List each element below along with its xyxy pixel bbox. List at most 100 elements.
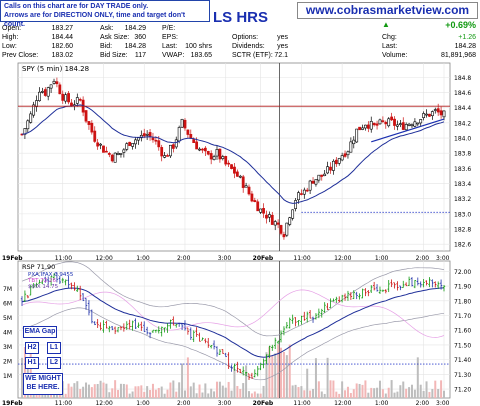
volume-bar: [268, 346, 271, 398]
price-candle-body: [186, 129, 190, 135]
trendline: [371, 118, 445, 143]
volume-bar: [201, 392, 204, 398]
volume-bar: [373, 388, 376, 398]
price-xtick-label: 12:00: [95, 255, 112, 262]
price-candle-body: [215, 149, 219, 157]
volume-bar: [410, 384, 413, 398]
volume-tick-label: 5M: [3, 315, 12, 322]
volume-bar: [178, 382, 181, 398]
price-candle-body: [195, 141, 199, 150]
volume-bar: [381, 389, 384, 398]
price-candle-body: [169, 144, 172, 157]
price-candle-body: [43, 89, 47, 96]
volume-bar: [85, 382, 88, 398]
volume-bar: [108, 392, 111, 398]
volume-bar: [248, 391, 251, 398]
price-ytick-label: 183.2: [454, 196, 471, 203]
price-candle-body: [29, 113, 33, 123]
volume-bar: [384, 393, 387, 398]
notice-line-1: Calls on this chart are for DAY TRADE on…: [4, 3, 149, 10]
price-yticks: 182.6 182.8 183.0 183.2 183.4 183.6 183.8 184.0…: [454, 75, 471, 249]
price-candle-body: [425, 113, 428, 116]
price-candle-body: [102, 145, 105, 153]
price-candle-body: [233, 166, 236, 174]
price-candle-body: [247, 186, 251, 195]
volume-tick-label: 3M: [3, 344, 12, 351]
prev-close-label: Prev Close:: [2, 52, 39, 59]
volume-bar: [21, 357, 23, 398]
price-candle-body: [93, 130, 97, 142]
price-candle-body: [308, 180, 312, 191]
volume-bar: [271, 356, 274, 398]
volume-bar: [390, 380, 393, 398]
website-label: www.cobrasmarketview.com: [297, 2, 478, 19]
price-candle-body: [203, 147, 207, 152]
lower-ema-line: [21, 287, 445, 358]
price-candle-body: [384, 121, 388, 125]
volume-bar: [416, 357, 419, 398]
volume-bar: [422, 390, 425, 398]
lower-xtick-label: 1:00: [136, 400, 150, 406]
volume-bar: [285, 355, 288, 398]
price-candle-body: [35, 100, 38, 107]
price-candle-body: [270, 214, 274, 225]
lower-ytick-label: 71.20: [454, 387, 471, 394]
volume-bar: [70, 386, 73, 398]
lower-ytick-label: 71.40: [454, 357, 471, 364]
we-might-be-here-label: WE MIGHT BE HERE.: [23, 373, 63, 395]
price-candle-body: [329, 166, 332, 171]
price-ytick-label: 184.6: [454, 90, 471, 97]
legend-item-2: TBT 72.26: [27, 278, 56, 284]
price-candle-body: [442, 110, 446, 118]
price-candle-body: [343, 153, 347, 157]
price-candle-body: [212, 156, 216, 160]
volume-bar: [146, 386, 149, 398]
volume-bar: [338, 393, 341, 398]
open-label: Open:: [2, 25, 22, 32]
price-candle-body: [230, 164, 233, 169]
price-candle-body: [396, 124, 399, 127]
volume-bar: [320, 391, 323, 398]
volume-bar: [183, 390, 186, 398]
up-arrow-icon: ▲: [382, 20, 390, 29]
volume-tick-label: 2M: [3, 359, 12, 366]
price-candle-body: [145, 133, 149, 136]
lower-band-upper: [21, 261, 445, 337]
volume-bar: [312, 388, 315, 398]
volume-bar: [117, 389, 120, 398]
l2-label: L2: [47, 357, 61, 369]
price-xtick-label: 3:00: [218, 255, 232, 262]
price-candle-body: [250, 193, 254, 202]
price-candle-body: [244, 185, 248, 188]
volume-bar: [195, 393, 198, 398]
volume-label: Volume:: [382, 52, 408, 59]
volume-bar: [341, 381, 344, 398]
lower-xtick-label: 11:00: [293, 400, 310, 406]
volume-bar: [96, 384, 99, 398]
symbol-title: LS HRS: [213, 9, 269, 26]
lower-candles: [20, 272, 446, 380]
volume-tick-label: 1M: [3, 373, 12, 380]
price-candle-body: [267, 214, 271, 218]
lower-band-lower: [21, 307, 445, 381]
price-candle-body: [381, 120, 385, 122]
volume-bar: [236, 386, 239, 398]
volume-bar: [76, 381, 79, 398]
price-ytick-label: 183.0: [454, 211, 471, 218]
price-candle-body: [154, 139, 158, 142]
options-value: yes: [277, 34, 288, 41]
price-candle-body: [436, 108, 440, 113]
legend-item-3: $VIX 14.75: [28, 284, 59, 290]
volume-value: 81,891,968: [440, 52, 476, 59]
price-candle-body: [174, 139, 178, 148]
volume-bar: [93, 384, 96, 398]
price-candle-body: [148, 132, 152, 137]
volume-bar: [256, 393, 259, 398]
lower-xtick-label: 20Feb: [253, 400, 274, 406]
volume-bar: [149, 390, 152, 398]
price-candle-body: [337, 158, 341, 164]
lower-chart-title: RSP 71.90: [22, 263, 55, 271]
price-xtick-label: 3:00: [436, 255, 450, 262]
price-candle-body: [282, 234, 286, 238]
lower-xtick-label: 2:00: [177, 400, 191, 406]
